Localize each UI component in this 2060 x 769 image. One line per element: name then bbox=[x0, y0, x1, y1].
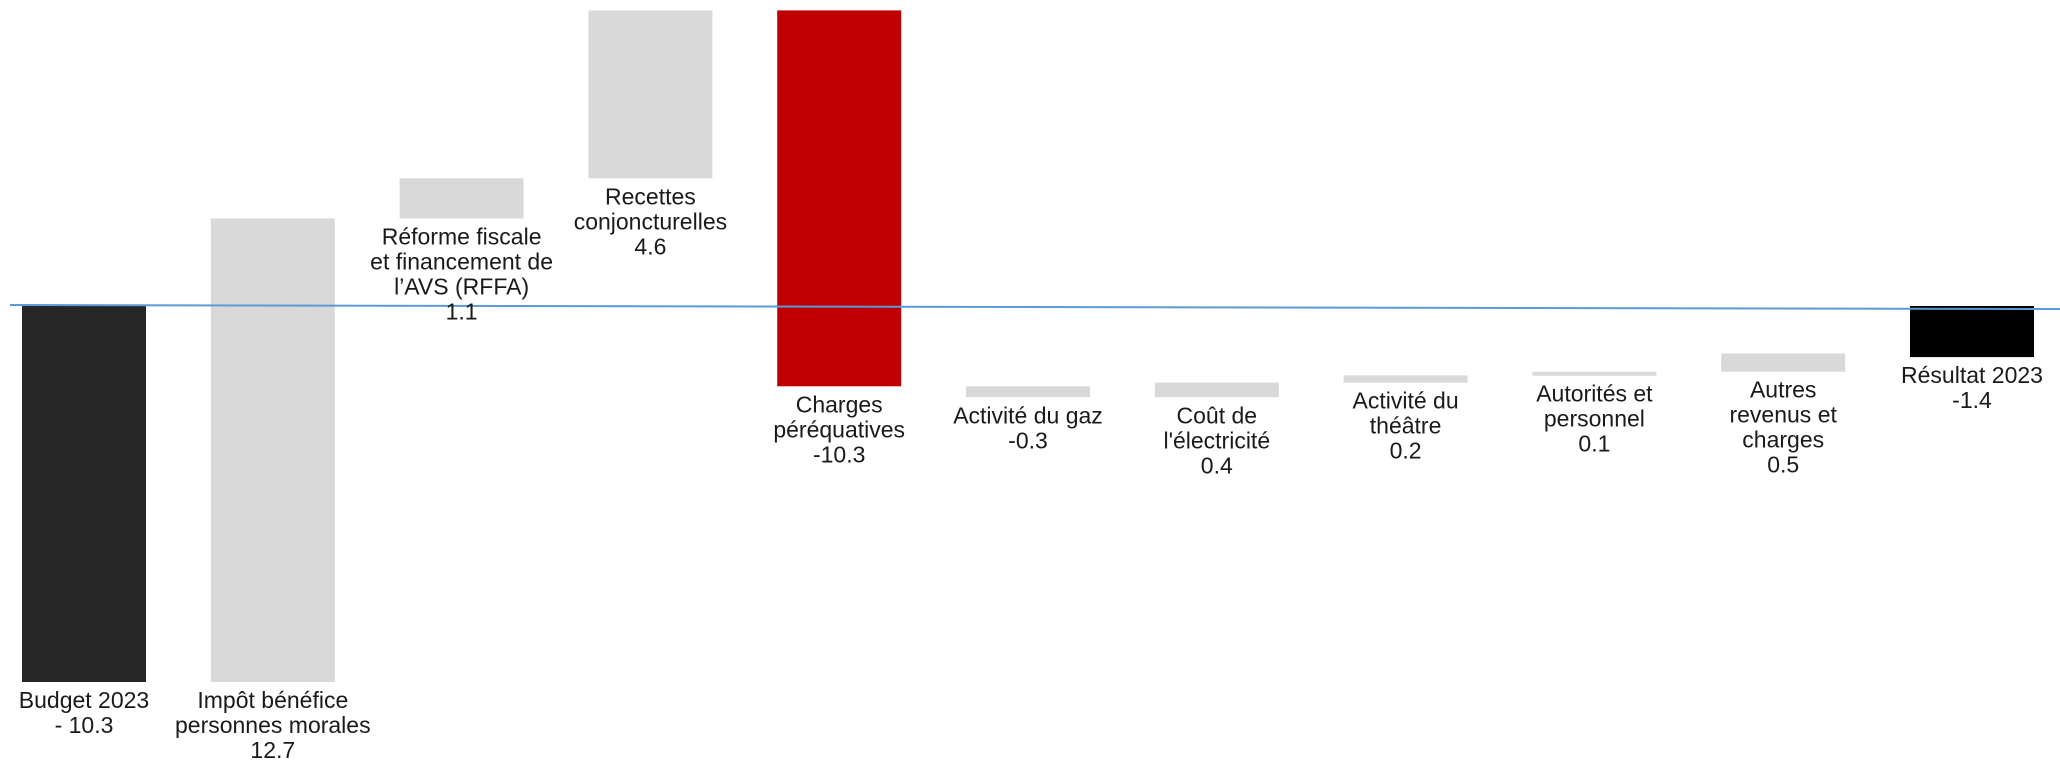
bar-label-6: Activité du gaz -0.3 bbox=[953, 402, 1103, 453]
bar-label-3: Réforme fiscale et financement de l’AVS (R… bbox=[370, 223, 553, 324]
bar-category-line: conjoncturelles bbox=[574, 208, 727, 234]
bar-9 bbox=[1532, 372, 1656, 376]
bar-category-line: l’AVS (RFFA) bbox=[394, 273, 529, 299]
bar-category-line: personnel bbox=[1544, 406, 1645, 432]
bar-value-2: 12.7 bbox=[250, 737, 295, 763]
bar-1 bbox=[22, 306, 146, 682]
bar-2 bbox=[211, 218, 335, 682]
bar-label-7: Coût de l'électricité 0.4 bbox=[1163, 402, 1270, 478]
bar-category-line: personnes morales bbox=[175, 712, 371, 738]
bar-category-line: Activité du gaz bbox=[953, 402, 1103, 428]
bar-category-line: Activité du bbox=[1353, 388, 1459, 414]
bar-category-line: Résultat 2023 bbox=[1901, 362, 2043, 388]
bar-value-7: 0.4 bbox=[1201, 452, 1233, 478]
bar-label-2: Impôt bénéfice personnes morales 12.7 bbox=[175, 687, 371, 763]
bar-category-line: revenus et bbox=[1729, 402, 1837, 428]
bar-value-3: 1.1 bbox=[446, 298, 478, 324]
bar-value-5: -10.3 bbox=[813, 441, 865, 467]
bar-8 bbox=[1344, 375, 1468, 382]
bar-category-line: Coût de bbox=[1177, 402, 1258, 428]
bar-11 bbox=[1910, 306, 2034, 357]
bar-3 bbox=[400, 178, 524, 218]
bar-category-line: l'électricité bbox=[1163, 427, 1270, 453]
bars-layer bbox=[22, 10, 2034, 682]
bar-category-line: Budget 2023 bbox=[19, 687, 149, 713]
bar-category-line: péréquatives bbox=[773, 416, 905, 442]
bar-10 bbox=[1721, 353, 1845, 371]
bar-5 bbox=[777, 10, 901, 386]
bar-category-line: et financement de bbox=[370, 248, 553, 274]
bar-value-10: 0.5 bbox=[1767, 452, 1799, 478]
bar-label-9: Autorités et personnel 0.1 bbox=[1536, 381, 1653, 457]
bar-label-1: Budget 2023- 10.3 bbox=[19, 687, 149, 738]
bar-6 bbox=[966, 386, 1090, 397]
bar-label-5: Charges péréquatives -10.3 bbox=[773, 391, 905, 467]
bar-category-line: Impôt bénéfice bbox=[197, 687, 348, 713]
bar-category-line: théâtre bbox=[1370, 413, 1442, 439]
bar-value-4: 4.6 bbox=[634, 233, 666, 259]
bar-category-line: Autres bbox=[1750, 377, 1816, 403]
bar-category-line: charges bbox=[1742, 427, 1824, 453]
bar-label-11: Résultat 2023 -1.4 bbox=[1901, 362, 2043, 413]
bar-label-10: Autres revenus et charges 0.5 bbox=[1729, 377, 1837, 478]
bar-4 bbox=[588, 10, 712, 178]
bar-7 bbox=[1155, 383, 1279, 398]
bar-value-6: -0.3 bbox=[1008, 427, 1048, 453]
bar-label-4: Recettes conjoncturelles 4.6 bbox=[574, 183, 727, 259]
bar-category-line: Charges bbox=[796, 391, 883, 417]
bar-value-1: - 10.3 bbox=[55, 712, 114, 738]
bar-value-8: 0.2 bbox=[1390, 438, 1422, 464]
bar-category-line: Réforme fiscale bbox=[382, 223, 542, 249]
bar-category-line: Recettes bbox=[605, 183, 696, 209]
bar-category-line: Autorités et bbox=[1536, 381, 1653, 407]
bar-value-9: 0.1 bbox=[1578, 431, 1610, 457]
bar-value-11: -1.4 bbox=[1952, 387, 1992, 413]
bar-label-8: Activité du théâtre 0.2 bbox=[1353, 388, 1459, 464]
